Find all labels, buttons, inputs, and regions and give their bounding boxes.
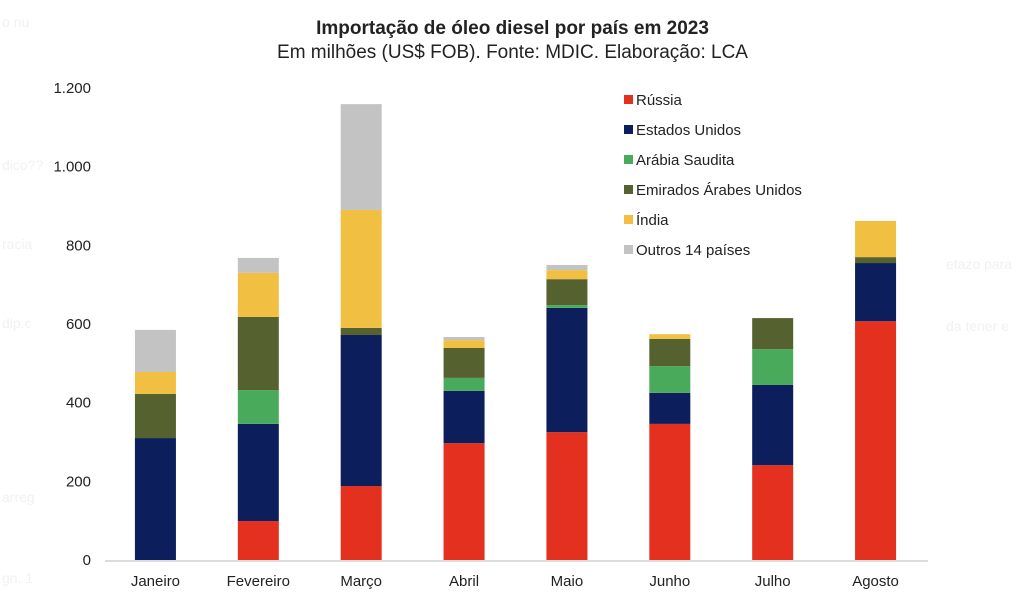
y-tick-label: 0 <box>83 552 91 569</box>
bar-segment <box>855 220 897 258</box>
bar-stack <box>134 329 176 560</box>
x-tick-label: Agosto <box>852 573 899 590</box>
x-tick-label: Abril <box>449 573 479 590</box>
legend-label: Rússia <box>636 92 683 109</box>
background-text: gn. 1 <box>2 570 34 586</box>
background-text: etazo para <box>946 256 1013 272</box>
bar-stack <box>340 104 382 560</box>
bar-segment <box>443 340 485 348</box>
bar-segment <box>443 443 485 560</box>
bar-segment <box>752 349 794 385</box>
x-tick-label: Janeiro <box>131 573 180 590</box>
legend-item: Estados Unidos <box>624 122 741 139</box>
legend-item: Outros 14 países <box>624 242 750 259</box>
bars <box>134 104 897 560</box>
background-text: o nu <box>2 14 30 30</box>
bar-segment <box>340 335 382 487</box>
legend-label: Arábia Saudita <box>636 152 735 169</box>
y-tick-label: 600 <box>66 316 91 333</box>
legend-item: Arábia Saudita <box>624 152 735 169</box>
background-text: dip.c <box>2 315 32 331</box>
bar-segment <box>649 423 691 560</box>
legend-swatch <box>624 155 633 164</box>
legend-item: Índia <box>624 212 669 229</box>
bar-segment <box>855 263 897 322</box>
bar-stack <box>237 257 279 560</box>
y-tick-label: 200 <box>66 473 91 490</box>
bar-segment <box>443 347 485 378</box>
bar-segment <box>649 392 691 424</box>
legend-label: Outros 14 países <box>636 242 750 259</box>
bar-segment <box>752 465 794 560</box>
legend-swatch <box>624 215 633 224</box>
y-tick-label: 1.000 <box>53 159 91 176</box>
bar-stack <box>546 265 588 560</box>
y-axis: 0 200 400 600 800 1.000 1.200 <box>53 80 91 569</box>
background-text: racia <box>2 236 33 252</box>
bar-segment <box>546 307 588 433</box>
bar-segment <box>340 209 382 328</box>
legend-swatch <box>624 125 633 134</box>
bar-segment <box>340 104 382 210</box>
bar-segment <box>237 423 279 522</box>
bar-segment <box>134 438 176 560</box>
bar-segment <box>443 377 485 391</box>
legend-swatch <box>624 95 633 104</box>
bar-segment <box>855 257 897 264</box>
bar-segment <box>649 338 691 367</box>
bar-segment <box>443 390 485 444</box>
legend: Rússia Estados Unidos Arábia Saudita Emirad… <box>624 92 802 259</box>
bar-segment <box>546 270 588 280</box>
legend-label: Emirados Árabes Unidos <box>636 182 802 199</box>
x-tick-label: Junho <box>649 573 690 590</box>
bar-segment <box>855 321 897 560</box>
bar-segment <box>752 318 794 350</box>
bar-segment <box>546 265 588 271</box>
background-text: arreg <box>2 489 35 505</box>
bar-stack <box>649 334 691 560</box>
x-tick-label: Fevereiro <box>227 573 290 590</box>
bar-segment <box>237 521 279 560</box>
chart-title: Importação de óleo diesel por país em 20… <box>316 18 709 39</box>
bar-stack <box>752 318 794 560</box>
y-tick-label: 1.200 <box>53 80 91 97</box>
x-tick-label: Julho <box>755 573 791 590</box>
legend-swatch <box>624 185 633 194</box>
x-tick-label: Março <box>340 573 382 590</box>
bar-segment <box>443 336 485 341</box>
bar-segment <box>340 327 382 336</box>
bar-segment <box>649 334 691 339</box>
bar-segment <box>649 366 691 393</box>
bar-stack <box>443 336 485 560</box>
bar-segment <box>340 486 382 560</box>
bar-segment <box>237 272 279 317</box>
bar-segment <box>237 316 279 391</box>
legend-item: Emirados Árabes Unidos <box>624 182 802 199</box>
x-axis: Janeiro Fevereiro Março Abril Maio Junho Julho… <box>131 573 899 590</box>
legend-label: Estados Unidos <box>636 122 741 139</box>
bar-segment <box>752 384 794 466</box>
bar-segment <box>546 279 588 306</box>
bar-segment <box>134 371 176 395</box>
y-tick-label: 400 <box>66 395 91 412</box>
bar-segment <box>237 257 279 273</box>
legend-swatch <box>624 245 633 254</box>
bar-stack <box>855 220 897 560</box>
y-tick-label: 800 <box>66 237 91 254</box>
bar-segment <box>546 432 588 560</box>
x-tick-label: Maio <box>551 573 584 590</box>
bar-segment <box>134 394 176 439</box>
background-text: dico?? <box>2 157 44 173</box>
background-text: da tener e <box>946 318 1010 334</box>
bar-segment <box>237 390 279 424</box>
bar-segment <box>134 329 176 372</box>
legend-label: Índia <box>636 212 669 229</box>
chart-subtitle: Em milhões (US$ FOB). Fonte: MDIC. Elabo… <box>277 42 748 63</box>
bar-segment <box>546 305 588 308</box>
legend-item: Rússia <box>624 92 683 109</box>
